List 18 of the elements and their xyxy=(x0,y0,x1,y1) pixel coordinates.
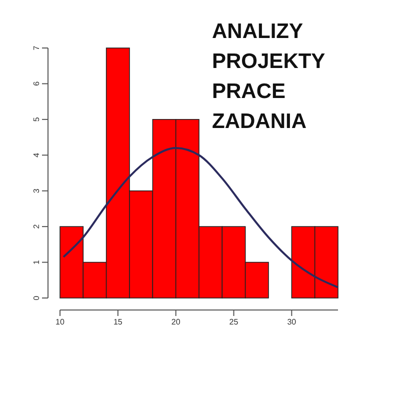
y-tick-label: 2 xyxy=(32,224,41,229)
text: ANALIZY xyxy=(212,20,303,43)
line-series xyxy=(62,147,339,288)
x-tick-label: 10 xyxy=(56,318,65,327)
y-tick-label: 1 xyxy=(32,260,41,265)
annotation: PROJEKTY xyxy=(212,50,326,73)
y-tick-label: 7 xyxy=(32,45,41,50)
annotation: ZADANIA xyxy=(212,110,306,133)
annotation: PRACE xyxy=(212,80,286,103)
y-tick-label: 3 xyxy=(32,188,41,194)
y-tick-label: 4 xyxy=(32,152,41,158)
x-tick-label: 25 xyxy=(229,318,239,327)
x-tick-label: 15 xyxy=(113,318,123,327)
y-tick-label: 6 xyxy=(32,80,41,86)
x-tick-label: 30 xyxy=(287,318,297,327)
x-tick-label: 20 xyxy=(171,318,181,327)
y-tick-label: 0 xyxy=(32,295,41,300)
y-tick-label: 5 xyxy=(32,116,41,122)
